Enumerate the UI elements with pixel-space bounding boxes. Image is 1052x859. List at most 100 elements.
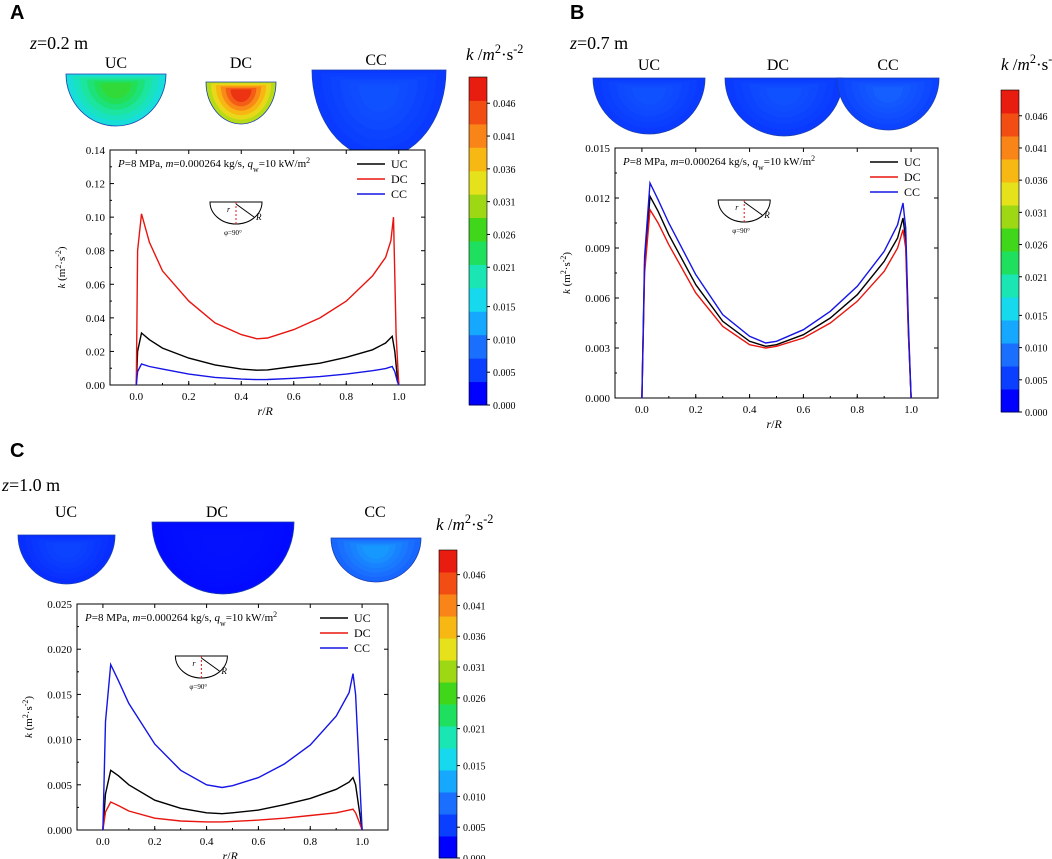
x-tick-label: 0.8: [303, 836, 317, 848]
z-value: =1.0 m: [9, 475, 61, 495]
colorbar-cell: [469, 334, 487, 359]
colorbar-cell: [469, 77, 487, 101]
inset-phi-label: φ=90°: [189, 683, 207, 691]
y-tick-label: 0.08: [86, 246, 106, 258]
colorbar-cell: [1001, 228, 1019, 252]
colorbar-tick-label: 0.036: [493, 165, 516, 176]
contour-title-cc: CC: [365, 52, 387, 69]
y-tick-label: 0.000: [585, 393, 610, 405]
colorbar-tick-label: 0.015: [493, 303, 516, 314]
panel-a-figure: 0.0 0.2 0.4 0.6 0.8 1.0 0.00 0.02 0.04 0.06 0.08 0.…: [54, 42, 524, 418]
colorbar-cell: [1001, 159, 1019, 183]
colorbar-cell: [1001, 274, 1019, 298]
contour-title-dc: DC: [766, 57, 790, 74]
colorbar-cell: [469, 311, 487, 336]
inset-R-label: R: [255, 212, 262, 222]
series-line-dc: [135, 213, 400, 386]
colorbar-cell: [469, 287, 487, 312]
contour-uc: [592, 77, 706, 135]
radius-arrow: [235, 203, 255, 218]
y-tick-label: 0.015: [47, 689, 72, 701]
colorbar-cell: [439, 770, 457, 793]
legend-label: DC: [391, 172, 408, 186]
inset-R-label: R: [763, 210, 770, 220]
colorbar-cell: [1001, 366, 1019, 390]
x-tick-label: 0.2: [182, 391, 196, 403]
colorbar-cell: [439, 660, 457, 683]
contour-title-dc: DC: [205, 504, 229, 521]
legend-label: CC: [354, 641, 370, 655]
colorbar-frame: [468, 76, 488, 406]
contour-title-uc: UC: [104, 55, 128, 72]
contour-dc: [151, 521, 295, 595]
z-position-label: z=0.2 m: [30, 33, 88, 54]
colorbar-tick-label: 0.026: [463, 694, 486, 705]
series-line-uc: [135, 331, 400, 386]
colorbar-cell: [469, 170, 487, 195]
legend-label: UC: [354, 611, 371, 625]
x-tick-label: 0.8: [850, 404, 864, 416]
contour-band: [358, 85, 400, 112]
y-tick-label: 0.000: [47, 825, 72, 837]
colorbar-tick-label: 0.046: [493, 99, 516, 110]
series-line-cc: [102, 662, 363, 831]
colorbar-cell: [1001, 182, 1019, 206]
legend-label: DC: [904, 170, 921, 184]
colorbar-cell: [439, 726, 457, 749]
contour-cc: [311, 69, 447, 159]
y-tick-label: 0.025: [47, 599, 72, 611]
contour-title-uc: UC: [54, 504, 78, 521]
colorbar-cell: [439, 704, 457, 727]
contour-outline: [17, 534, 116, 585]
colorbar-tick-label: 0.005: [493, 368, 516, 379]
y-axis-label: k (m2·s-2): [559, 252, 574, 294]
y-tick-label: 0.005: [47, 780, 72, 792]
y-axis-label: k (m2·s-2): [54, 246, 69, 288]
x-tick-label: 1.0: [355, 836, 369, 848]
conditions-annotation: P=8 MPa, m=0.000264 kg/s, qw=10 kW/m2: [117, 156, 310, 174]
panel-b: B z=0.7 m UC DC CC 0.0 0.2 0.4 0.6 0.8 1.0 0.0…: [559, 0, 1052, 440]
colorbar-title: k /m2·s-2: [1001, 52, 1052, 74]
contour-band: [201, 534, 245, 557]
colorbar-cell: [1001, 205, 1019, 229]
x-tick-label: 0.4: [200, 836, 214, 848]
series-line-cc: [135, 363, 400, 386]
colorbar-tick-label: 0.031: [493, 198, 516, 209]
colorbar-cell: [1001, 251, 1019, 275]
colorbar-cell: [1001, 320, 1019, 344]
colorbar-frame: [1000, 89, 1020, 413]
colorbar-cell: [439, 550, 457, 573]
colorbar-cell: [469, 241, 487, 265]
inset-r-label: r: [735, 203, 739, 212]
legend-label: UC: [391, 157, 408, 171]
colorbar-cell: [439, 682, 457, 705]
colorbar-title: k /m2·s-2: [466, 42, 523, 64]
y-axis-label: k (m2·s-2): [21, 696, 36, 738]
contour-uc: [17, 534, 116, 585]
contour-outline: [151, 521, 295, 595]
x-tick-label: 0.0: [96, 836, 110, 848]
radius-arrow: [743, 201, 763, 216]
colorbar-cell: [469, 123, 487, 148]
contour-band: [872, 87, 904, 103]
y-tick-label: 0.009: [585, 243, 610, 255]
x-tick-label: 0.2: [689, 404, 703, 416]
colorbar-tick-label: 0.041: [463, 601, 486, 612]
panel-a: A z=0.2 m UC DC CC 0.0 0.2 0.4 0.6 0.8 1.0 0.0…: [0, 0, 540, 430]
legend-label: CC: [391, 187, 407, 201]
inset-R-label: R: [220, 666, 227, 676]
contour-cc: [836, 77, 940, 131]
contour-band: [632, 87, 666, 105]
x-tick-label: 0.0: [635, 404, 649, 416]
z-symbol: z: [2, 475, 10, 495]
colorbar-tick-label: 0.046: [1025, 112, 1048, 123]
plot-frame: [76, 603, 389, 831]
contour-cc: [330, 537, 422, 583]
x-tick-label: 0.6: [287, 391, 301, 403]
panel-label: B: [570, 2, 585, 24]
plot-frame: [614, 147, 939, 399]
conditions-annotation: P=8 MPa, m=0.000264 kg/s, qw=10 kW/m2: [622, 154, 815, 172]
colorbar-tick-label: 0.041: [493, 132, 516, 143]
contour-title-uc: UC: [637, 57, 661, 74]
series-line-uc: [102, 769, 363, 831]
